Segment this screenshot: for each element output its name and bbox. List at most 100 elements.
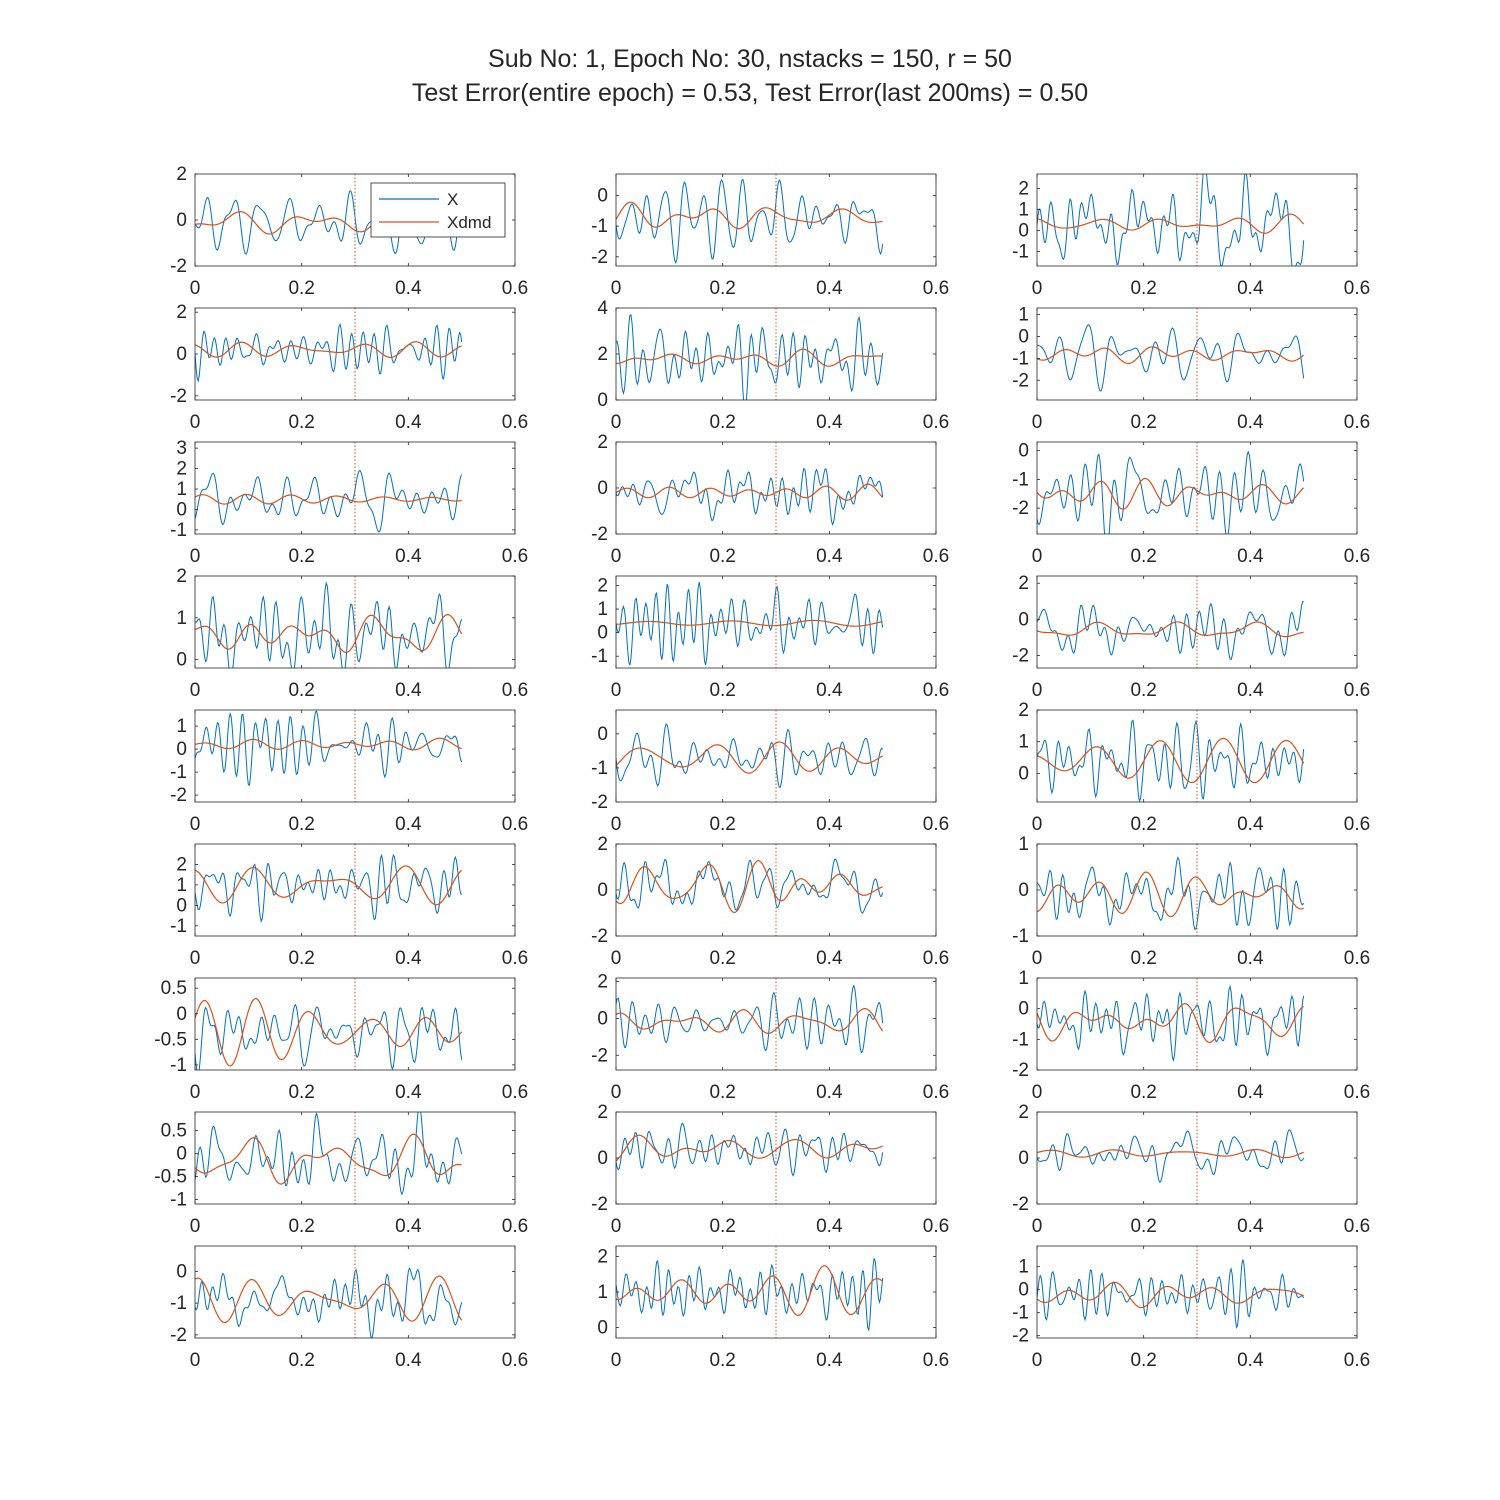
series-x-line xyxy=(1037,324,1305,392)
y-tick-label: 2 xyxy=(1018,573,1029,594)
axes-box xyxy=(615,575,937,669)
x-tick-label: 0.6 xyxy=(502,1350,528,1371)
series-xdmd-line xyxy=(616,619,883,627)
x-tick-label: 0.2 xyxy=(709,680,735,701)
subplot-19: 0 0.2 0.4 0.6 -1 -0.5 0 0.5 xyxy=(154,977,528,1103)
x-tick-label: 0.6 xyxy=(923,412,949,433)
y-tick-label: 0 xyxy=(176,344,187,365)
x-tick-label: 0.2 xyxy=(1130,278,1156,299)
subplot-22: 0 0.2 0.4 0.6-1-0.500.5 xyxy=(154,1111,528,1237)
x-tick-label: 0.4 xyxy=(395,680,422,701)
y-tick-label: -2 xyxy=(591,247,608,268)
y-tick-label: -0.5 xyxy=(154,1166,187,1187)
x-tick-label: 0.2 xyxy=(288,1216,314,1237)
x-tick-label: 0 xyxy=(190,1350,201,1371)
y-tick-label: 0.5 xyxy=(161,978,187,999)
x-tick-label: 0.6 xyxy=(1344,1350,1370,1371)
y-tick-label: 1 xyxy=(1018,1257,1029,1278)
y-tick-label: 1 xyxy=(176,716,187,737)
y-tick-label: -2 xyxy=(591,792,608,813)
y-tick-label: 0 xyxy=(176,650,187,671)
y-tick-label: -2 xyxy=(591,1045,608,1066)
y-tick-label: 0 xyxy=(1018,441,1029,462)
x-tick-label: 0.6 xyxy=(1344,1216,1370,1237)
y-tick-label: 0 xyxy=(1018,1148,1029,1169)
subplot-8: 0 0.2 0.4 0.6-202 xyxy=(591,432,949,567)
subplot-26: 0 0.2 0.4 0.6 0 1 2 xyxy=(597,1245,949,1371)
subplot-23: 0 0.2 0.4 0.6-202 xyxy=(591,1102,949,1237)
legend: X Xdmd xyxy=(370,182,506,238)
y-tick-label: -1 xyxy=(1012,1029,1029,1050)
x-tick-label: 0.6 xyxy=(1344,948,1370,969)
x-tick-label: 0 xyxy=(190,1216,201,1237)
x-tick-label: 0.4 xyxy=(395,1216,422,1237)
y-tick-label: 0 xyxy=(597,724,608,745)
x-tick-label: 0.6 xyxy=(502,412,528,433)
subplot-20: 0 0.2 0.4 0.6-202 xyxy=(591,972,949,1103)
x-tick-label: 0.4 xyxy=(395,948,422,969)
series-x-line xyxy=(1037,1259,1305,1329)
series-x-line xyxy=(616,858,884,914)
series-xdmd-line xyxy=(195,997,463,1067)
x-tick-label: 0.4 xyxy=(816,546,843,567)
y-tick-label: -2 xyxy=(1012,370,1029,391)
x-tick-label: 0.2 xyxy=(288,412,314,433)
x-tick-label: 0.2 xyxy=(1130,1082,1156,1103)
y-tick-label: 0 xyxy=(1018,763,1029,784)
subplot-21: 0 0.2 0.4 0.6 -2 -1 0 1 xyxy=(1012,968,1370,1103)
y-tick-label: 0 xyxy=(176,1004,187,1025)
x-tick-label: 0.6 xyxy=(923,1082,949,1103)
y-tick-label: -2 xyxy=(1012,645,1029,666)
y-tick-label: -2 xyxy=(170,785,187,806)
x-tick-label: 0.2 xyxy=(1130,412,1156,433)
axes-box xyxy=(194,1245,516,1339)
x-tick-label: 0.4 xyxy=(395,814,422,835)
series-x-line xyxy=(616,723,884,788)
x-tick-label: 0.2 xyxy=(709,1350,735,1371)
y-tick-label: 0 xyxy=(176,1261,187,1282)
series-xdmd-line xyxy=(195,1133,462,1185)
subplot-10: 0 0.2 0.4 0.6 0 1 2 xyxy=(176,566,528,701)
x-tick-label: 0 xyxy=(1032,814,1043,835)
y-tick-label: 1 xyxy=(176,608,187,629)
legend-label: Xdmd xyxy=(447,213,491,232)
x-tick-label: 0.4 xyxy=(816,1082,843,1103)
y-tick-label: -1 xyxy=(170,1189,187,1210)
x-tick-label: 0 xyxy=(611,948,622,969)
x-tick-label: 0.2 xyxy=(709,1082,735,1103)
x-tick-label: 0.2 xyxy=(288,814,314,835)
x-tick-label: 0 xyxy=(611,814,622,835)
x-tick-label: 0.6 xyxy=(923,546,949,567)
y-tick-label: 2 xyxy=(176,302,187,323)
y-tick-label: -1 xyxy=(170,916,187,937)
series-xdmd-line xyxy=(195,1275,463,1324)
y-tick-label: 4 xyxy=(597,298,608,319)
y-tick-label: -1 xyxy=(1012,348,1029,369)
x-tick-label: 0.2 xyxy=(288,948,314,969)
x-tick-label: 0 xyxy=(1032,948,1043,969)
x-tick-label: 0.4 xyxy=(395,1082,422,1103)
x-tick-label: 0.6 xyxy=(502,278,528,299)
legend-label: X xyxy=(447,190,458,209)
x-tick-label: 0.6 xyxy=(1344,814,1370,835)
y-tick-label: -2 xyxy=(591,1194,608,1215)
y-tick-label: 1 xyxy=(1018,200,1029,221)
axes-box xyxy=(1036,441,1358,535)
y-tick-label: -1 xyxy=(591,646,608,667)
x-tick-label: 0.4 xyxy=(395,546,422,567)
subplot-5: 0 0.2 0.4 0.6 0 2 4 xyxy=(597,298,949,433)
legend-box xyxy=(370,182,506,238)
y-tick-label: 0 xyxy=(597,478,608,499)
y-tick-label: 1 xyxy=(176,479,187,500)
y-tick-label: 1 xyxy=(1018,968,1029,989)
x-tick-label: 0.4 xyxy=(1237,814,1264,835)
y-tick-label: 0 xyxy=(1018,609,1029,630)
x-tick-label: 0.2 xyxy=(288,278,314,299)
y-tick-label: 1 xyxy=(597,1282,608,1303)
axes-box xyxy=(194,977,516,1071)
y-tick-label: 2 xyxy=(176,566,187,587)
y-tick-label: 1 xyxy=(176,875,187,896)
series-xdmd-line xyxy=(195,493,462,505)
